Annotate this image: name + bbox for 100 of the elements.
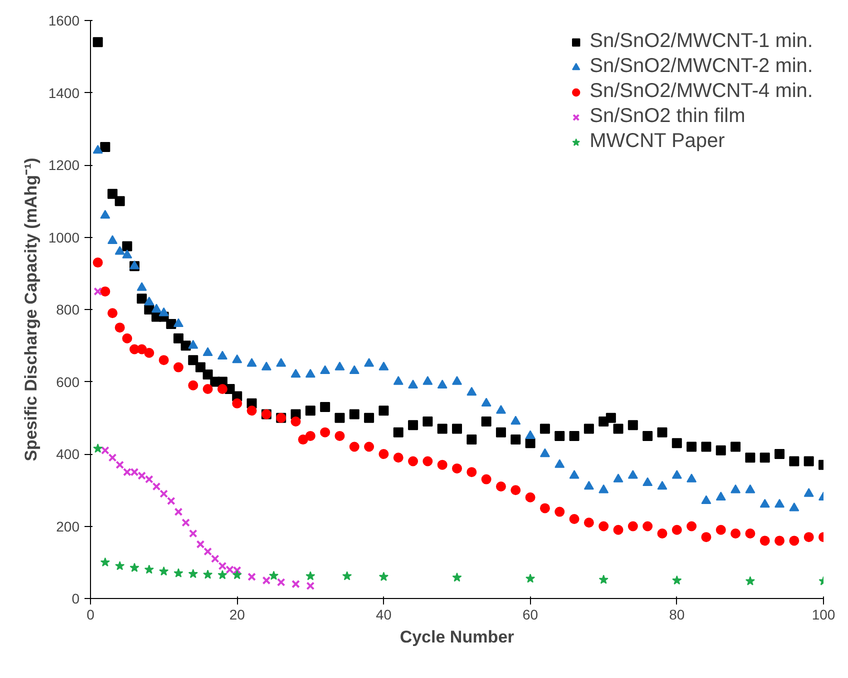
point [114, 246, 125, 255]
point [349, 365, 360, 374]
point [628, 470, 638, 479]
point [584, 480, 594, 490]
point [349, 442, 360, 452]
point [774, 498, 785, 508]
y-axis-title: Spesific Discharge Capacity (mAhg⁻¹) [21, 158, 40, 462]
point [276, 578, 286, 586]
point [100, 557, 110, 567]
point [584, 518, 594, 528]
point [789, 536, 800, 546]
x-tick-label: 60 [522, 606, 538, 622]
point [248, 572, 256, 582]
point [144, 564, 154, 574]
point [159, 566, 169, 576]
point [342, 571, 352, 580]
point [292, 580, 300, 588]
point [203, 570, 213, 579]
point [540, 448, 550, 458]
y-tick-label: 1400 [48, 84, 80, 101]
point [378, 449, 389, 459]
point [598, 484, 609, 494]
point [305, 368, 316, 378]
point [100, 210, 110, 219]
point [116, 460, 124, 470]
point [218, 570, 228, 580]
point [760, 498, 770, 508]
y-tick-label: 0 [72, 590, 80, 606]
point [525, 430, 536, 440]
point [210, 554, 220, 563]
point [144, 296, 154, 306]
point [232, 354, 242, 364]
point [158, 355, 169, 366]
point [730, 484, 741, 494]
x-tick-label: 40 [376, 606, 392, 622]
point [364, 358, 374, 367]
point [774, 536, 785, 546]
point [672, 470, 682, 479]
point [130, 562, 140, 572]
x-tick-label: 20 [229, 606, 246, 622]
point [305, 430, 316, 441]
point [378, 362, 389, 370]
point [107, 235, 118, 244]
y-tick-label: 400 [56, 446, 80, 462]
point [613, 474, 624, 482]
point [276, 358, 286, 367]
point [232, 398, 242, 408]
point [628, 521, 638, 532]
point [364, 442, 374, 452]
point [569, 470, 580, 479]
point [151, 304, 162, 313]
point [107, 308, 118, 318]
point [115, 560, 125, 570]
point [701, 495, 712, 504]
point [92, 258, 103, 268]
point [188, 380, 198, 390]
point [408, 456, 418, 466]
point [334, 430, 345, 441]
y-tick-label: 800 [56, 302, 80, 318]
point [158, 307, 169, 316]
point [422, 456, 433, 466]
point [393, 376, 404, 385]
point [136, 282, 147, 291]
y-tick-label: 1600 [48, 12, 80, 28]
legend-label: MWCNT Paper [590, 130, 725, 153]
point [510, 416, 521, 425]
point [246, 406, 257, 416]
point [173, 318, 184, 328]
point [745, 528, 756, 538]
point [452, 572, 462, 582]
point [525, 492, 536, 502]
point [166, 496, 176, 506]
point [452, 463, 462, 474]
point [92, 144, 103, 154]
point [760, 536, 770, 546]
y-tick-label: 200 [56, 518, 80, 534]
point [144, 348, 154, 358]
point [100, 286, 110, 296]
point [174, 568, 184, 578]
point [232, 570, 242, 580]
point [437, 460, 448, 470]
point [481, 398, 492, 407]
point [510, 485, 521, 496]
point [306, 571, 316, 580]
point [657, 480, 668, 490]
point [173, 362, 184, 372]
point [202, 347, 213, 356]
point [526, 574, 536, 583]
point [598, 521, 609, 532]
point [122, 250, 132, 258]
point [745, 576, 755, 586]
point [298, 434, 308, 445]
point [378, 572, 388, 581]
point [320, 427, 330, 438]
point [496, 404, 506, 414]
point [217, 350, 228, 360]
point [745, 484, 756, 494]
point [481, 474, 492, 484]
point [320, 365, 330, 374]
point [393, 452, 404, 463]
